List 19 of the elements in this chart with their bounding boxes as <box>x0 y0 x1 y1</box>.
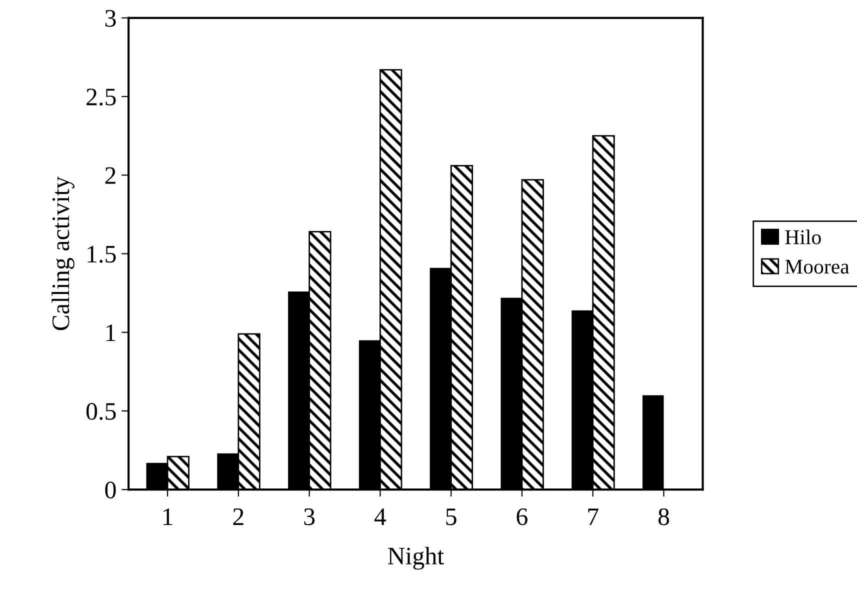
legend-label: Hilo <box>785 230 821 244</box>
y-tick-label: 1 <box>106 324 116 342</box>
x-tick-label: 2 <box>233 508 244 525</box>
x-axis-title: Night <box>388 546 444 570</box>
y-tick-label: 0 <box>105 482 116 498</box>
x-tick-label: 4 <box>374 508 386 525</box>
y-axis-title: Calling activity <box>52 176 74 330</box>
y-tick-label: 1.5 <box>88 246 116 263</box>
y-tick-label: 2.5 <box>86 88 116 106</box>
x-tick-label: 7 <box>588 508 598 525</box>
x-tick-label: 6 <box>516 508 528 526</box>
x-tick-label: 1 <box>163 508 172 525</box>
x-tick-label: 8 <box>658 508 670 526</box>
x-tick-label: 5 <box>446 508 456 526</box>
y-tick-label: 3 <box>105 10 116 27</box>
y-tick-label: 0.5 <box>86 402 116 420</box>
x-tick-label: 3 <box>304 508 315 526</box>
legend-label: Moorea <box>785 260 850 274</box>
y-tick-label: 2 <box>105 167 116 184</box>
